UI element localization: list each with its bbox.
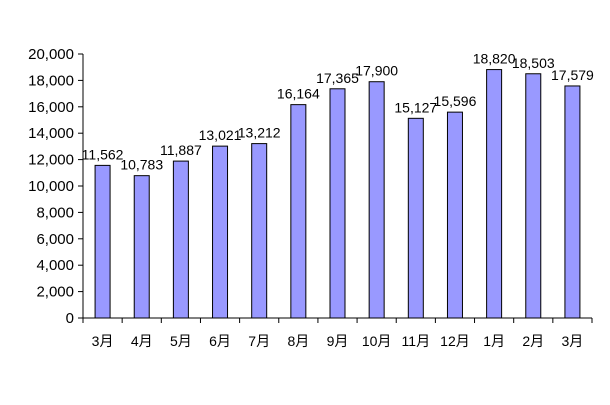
x-tick-label: 8月 (287, 333, 309, 349)
x-tick-label: 3月 (92, 333, 114, 349)
data-label: 13,021 (199, 127, 242, 143)
data-label: 18,503 (512, 55, 555, 71)
data-label: 11,887 (160, 142, 202, 158)
data-label: 11,562 (82, 146, 124, 162)
x-tick-label: 9月 (327, 333, 349, 349)
x-tick-label: 4月 (131, 333, 153, 349)
y-tick-label: 4,000 (36, 257, 74, 274)
data-label: 17,900 (355, 63, 398, 79)
y-tick-label: 20,000 (28, 46, 74, 63)
y-tick-label: 16,000 (28, 99, 74, 116)
y-tick-label: 12,000 (28, 152, 74, 169)
x-tick-label: 6月 (209, 333, 231, 349)
data-label: 13,212 (238, 125, 281, 141)
x-tick-label: 7月 (248, 333, 270, 349)
y-tick-label: 18,000 (28, 72, 74, 89)
bar-4 (212, 145, 229, 319)
bar-2 (133, 175, 150, 319)
bar-11 (486, 69, 503, 319)
data-label: 15,596 (434, 93, 477, 109)
x-tick-label: 12月 (440, 333, 470, 349)
y-tick-label: 14,000 (28, 125, 74, 142)
bar-8 (368, 81, 385, 319)
y-tick-label: 10,000 (28, 178, 74, 195)
data-label: 18,820 (473, 51, 516, 67)
x-tick-label: 3月 (562, 333, 584, 349)
x-tick-label: 5月 (170, 333, 192, 349)
y-tick-label: 2,000 (36, 284, 74, 301)
x-tick-label: 1月 (483, 333, 505, 349)
data-label: 17,579 (551, 67, 594, 83)
bar-13 (564, 85, 581, 319)
data-label: 15,127 (394, 99, 437, 115)
x-tick-label: 11月 (402, 333, 431, 349)
y-tick-label: 8,000 (36, 204, 74, 221)
bar-12 (525, 73, 542, 319)
bar-7 (329, 88, 346, 319)
bar-5 (251, 143, 268, 319)
y-tick-label: 0 (66, 310, 74, 327)
data-label: 10,783 (120, 157, 163, 173)
bar-10 (446, 111, 463, 319)
bar-9 (407, 117, 424, 319)
bar-1 (94, 164, 111, 319)
x-tick-label: 10月 (362, 333, 392, 349)
bar-3 (172, 160, 189, 319)
y-tick-label: 6,000 (36, 231, 74, 248)
data-label: 16,164 (277, 86, 320, 102)
data-label: 17,365 (316, 70, 359, 86)
x-tick-label: 2月 (522, 333, 544, 349)
bar-6 (290, 104, 307, 319)
